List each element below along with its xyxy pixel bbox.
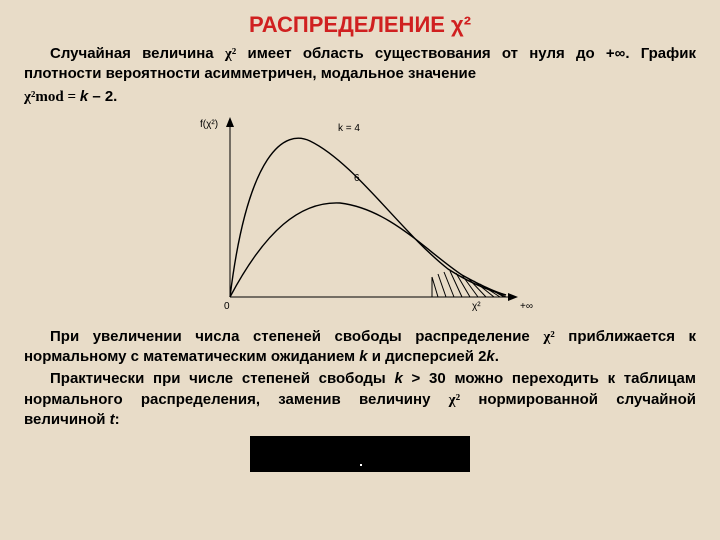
formula-dot [360, 464, 362, 466]
label-k4: k = 4 [338, 123, 360, 134]
c2-a: Практически при числе степеней свободы [50, 370, 394, 387]
intro-text: Случайная величина χ² имеет область суще… [24, 44, 696, 107]
c1-f: . [495, 348, 499, 365]
label-inf: +∞ [520, 301, 533, 312]
intro-span-1: Случайная величина [50, 45, 225, 62]
conclusion-text: При увеличении числа степеней свободы ра… [24, 327, 696, 430]
label-fy: f(χ²) [200, 119, 218, 130]
c1-k1: k [359, 348, 367, 365]
c1-k2: k [486, 348, 494, 365]
x-axis-arrow [508, 293, 518, 301]
c1-a: При увеличении числа степеней свободы ра… [50, 328, 543, 345]
label-k6: 6 [354, 173, 360, 184]
chart-svg [170, 111, 550, 321]
hatch-line [450, 271, 462, 297]
hatch-line [480, 284, 500, 297]
c2-f: : [115, 411, 120, 428]
page-title: РАСПРЕДЕЛЕНИЕ χ² [24, 12, 696, 38]
hatch-line [432, 277, 438, 297]
intro-minus2: – 2. [88, 88, 117, 105]
hatch-region [432, 271, 506, 297]
label-origin: 0 [224, 301, 230, 312]
intro-k: k [80, 88, 88, 105]
chi-sq-mod: χ²mod = [24, 89, 80, 105]
label-x: χ² [472, 301, 481, 312]
c1-d: и дисперсией 2 [368, 348, 487, 365]
chi-sq-4: χ² [449, 392, 460, 408]
chi-sq-3: χ² [543, 329, 554, 345]
density-chart: f(χ²) 0 χ² +∞ k = 4 6 [170, 111, 550, 321]
c2-k: k [394, 370, 402, 387]
chi-sq-1: χ² [225, 46, 236, 62]
curve-k6 [230, 203, 506, 297]
formula-box [250, 436, 470, 472]
curve-k4 [230, 138, 506, 297]
hatch-line [438, 274, 446, 297]
y-axis-arrow [226, 117, 234, 127]
